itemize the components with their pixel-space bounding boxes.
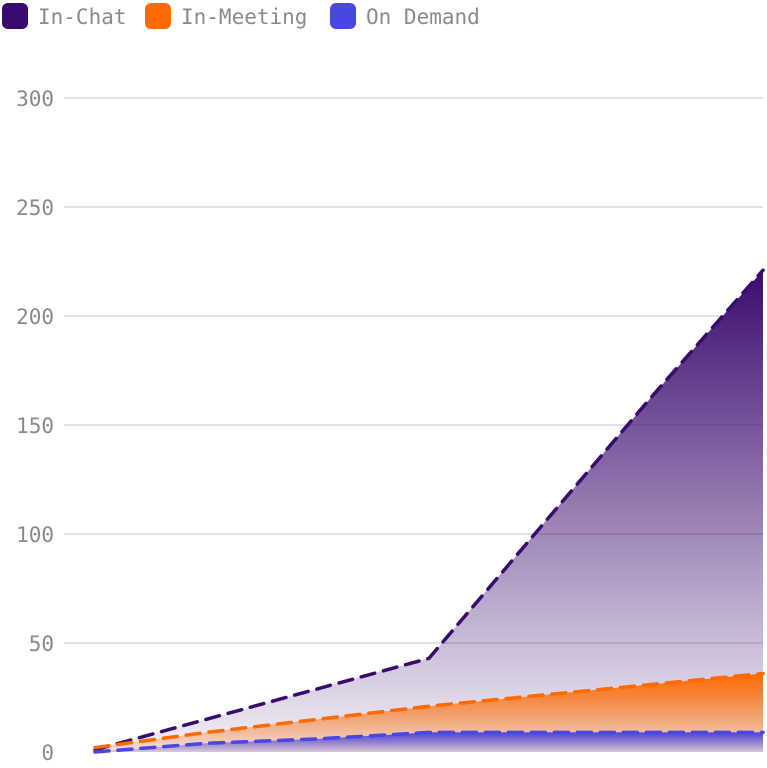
series-lines [93, 268, 765, 754]
y-tick-label-100: 100 [16, 523, 54, 547]
line-in-chat [93, 268, 765, 752]
y-tick-label-250: 250 [16, 196, 54, 220]
area-on-demand [95, 732, 763, 752]
area-in-meeting [95, 673, 763, 752]
y-axis-ticks: 0 50 100 150 200 250 300 [16, 87, 54, 765]
legend-item-on-demand[interactable]: On Demand [330, 3, 480, 29]
y-tick-label-50: 50 [29, 632, 54, 656]
legend-item-in-meeting[interactable]: In-Meeting [145, 3, 307, 29]
area-in-chat [95, 270, 763, 752]
legend-item-in-chat[interactable]: In-Chat [2, 3, 127, 29]
legend-label-in-meeting: In-Meeting [181, 5, 307, 29]
y-tick-label-150: 150 [16, 414, 54, 438]
line-in-meeting [93, 671, 765, 750]
legend-swatch-in-meeting [145, 3, 171, 29]
line-on-demand [93, 730, 765, 754]
legend-swatch-in-chat [2, 3, 28, 29]
y-tick-label-0: 0 [41, 741, 54, 765]
legend-swatch-on-demand [330, 3, 356, 29]
y-tick-label-200: 200 [16, 305, 54, 329]
legend-label-on-demand: On Demand [366, 5, 480, 29]
legend: In-Chat In-Meeting On Demand [2, 3, 480, 29]
series-areas [95, 270, 763, 752]
legend-label-in-chat: In-Chat [38, 5, 127, 29]
y-tick-label-300: 300 [16, 87, 54, 111]
